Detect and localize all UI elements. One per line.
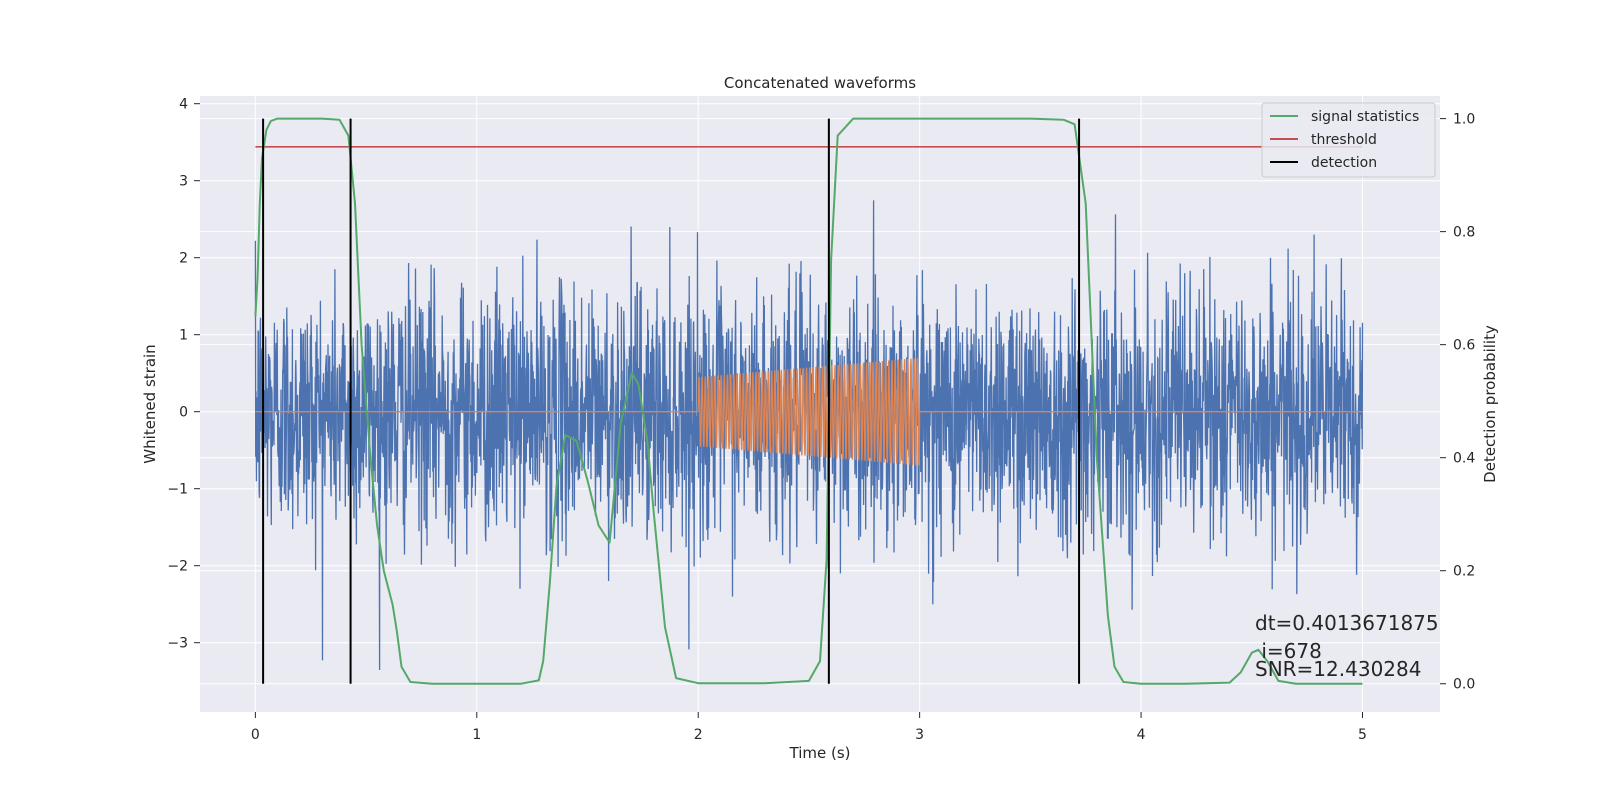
y-tick-label: −2 [167,559,188,575]
y-axis-label: Whitened strain [141,344,159,463]
legend-label-detection: detection [1311,155,1377,171]
x-tick-label: 1 [472,727,481,743]
annotation-i: i=678 [1255,639,1322,663]
y2-tick-label: 0.6 [1453,338,1475,354]
annotation-snr: SNR=12.430284 [1255,657,1421,681]
y-tick-label: 4 [179,97,188,113]
chart-title: Concatenated waveforms [724,74,916,92]
y-tick-label: −1 [167,482,188,498]
y2-axis-label: Detection probability [1481,325,1499,483]
y2-tick-label: 0.4 [1453,451,1475,467]
legend-box [1261,102,1436,178]
injection-trace [255,357,1363,466]
y2-tick-label: 1.0 [1453,112,1475,128]
legend-label-signal-statistics: signal statistics [1311,109,1419,125]
grid-lines [200,96,1440,712]
x-tick-label: 5 [1358,727,1367,743]
bottom-axis-ticks: 0 1 2 3 4 5 [251,712,1367,743]
annotation-dt: dt=0.4013671875 [1255,611,1439,635]
legend: signal statistics threshold detection [1261,102,1436,178]
y2-tick-label: 0.8 [1453,225,1475,241]
y2-tick-label: 0.2 [1453,564,1475,580]
y-tick-label: 0 [179,405,188,421]
x-tick-label: 4 [1137,727,1146,743]
y2-tick-label: 0.0 [1453,677,1475,693]
x-tick-label: 2 [694,727,703,743]
legend-label-threshold: threshold [1311,132,1377,148]
x-tick-label: 0 [251,727,260,743]
y-tick-label: −3 [167,636,188,652]
signal-statistics-line [254,117,1363,685]
x-axis-label: Time (s) [789,744,851,762]
left-axis-ticks: −3 −2 −1 0 1 2 3 4 [167,97,200,652]
y-tick-label: 3 [179,174,188,190]
y-tick-label: 1 [179,328,188,344]
plot-layer [254,117,1364,685]
y-tick-label: 2 [179,251,188,267]
right-axis-ticks: 0.0 0.2 0.4 0.6 0.8 1.0 [1440,112,1475,693]
x-tick-label: 3 [915,727,924,743]
